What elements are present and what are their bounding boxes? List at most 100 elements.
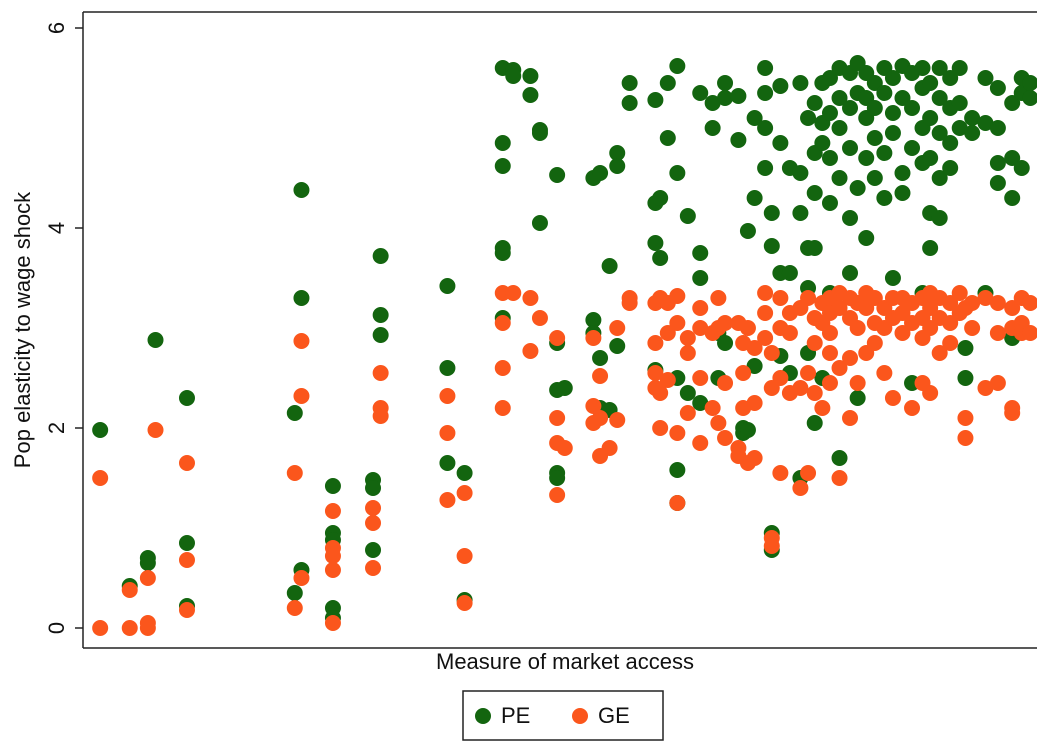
point [746, 450, 763, 466]
point [757, 85, 774, 101]
point [922, 320, 939, 336]
point [372, 365, 389, 381]
point [800, 465, 817, 481]
point [522, 68, 539, 84]
point [609, 412, 626, 428]
point [178, 602, 195, 618]
point [1022, 90, 1037, 106]
point [849, 390, 866, 406]
point [704, 400, 721, 416]
point [647, 235, 664, 251]
point [942, 315, 959, 331]
point [692, 320, 709, 336]
point [365, 480, 382, 496]
point [831, 360, 848, 376]
point [884, 390, 901, 406]
point [922, 385, 939, 401]
point [92, 620, 109, 636]
point [669, 165, 686, 181]
point [849, 180, 866, 196]
point [522, 290, 539, 306]
point [439, 388, 456, 404]
point [692, 370, 709, 386]
point [652, 250, 669, 266]
point [679, 330, 696, 346]
point [293, 290, 310, 306]
point [178, 535, 195, 551]
point [904, 100, 921, 116]
point [647, 335, 664, 351]
point [692, 395, 709, 411]
point [746, 358, 763, 374]
point [821, 195, 838, 211]
point [585, 312, 602, 328]
point [505, 68, 522, 84]
point [556, 440, 573, 456]
point [1013, 160, 1030, 176]
point [739, 320, 756, 336]
point [821, 375, 838, 391]
point [710, 415, 727, 431]
point [1004, 190, 1021, 206]
point [692, 270, 709, 286]
point [814, 400, 831, 416]
point [659, 372, 676, 388]
point [964, 320, 981, 336]
point [147, 422, 164, 438]
point [884, 70, 901, 86]
point [710, 290, 727, 306]
point [669, 425, 686, 441]
point [456, 465, 473, 481]
point [609, 338, 626, 354]
point [763, 345, 780, 361]
legend-box [462, 690, 664, 741]
point [652, 385, 669, 401]
point [746, 395, 763, 411]
point [957, 430, 974, 446]
point [894, 165, 911, 181]
legend-label: PE [501, 703, 530, 728]
point [763, 538, 780, 554]
point [692, 300, 709, 316]
point [922, 240, 939, 256]
point [849, 320, 866, 336]
point [831, 300, 848, 316]
point [679, 345, 696, 361]
point [831, 170, 848, 186]
point [365, 515, 382, 531]
point [989, 295, 1006, 311]
point [757, 330, 774, 346]
point [372, 408, 389, 424]
point [806, 335, 823, 351]
point [964, 295, 981, 311]
point [792, 165, 809, 181]
point [522, 87, 539, 103]
point [679, 385, 696, 401]
point [792, 380, 809, 396]
point [669, 58, 686, 74]
point [1004, 405, 1021, 421]
point [494, 135, 511, 151]
point [800, 110, 817, 126]
point [821, 345, 838, 361]
point [494, 315, 511, 331]
point [821, 105, 838, 121]
point [717, 375, 734, 391]
point [904, 140, 921, 156]
point [821, 150, 838, 166]
point [456, 485, 473, 501]
point [439, 425, 456, 441]
point [679, 405, 696, 421]
point [293, 570, 310, 586]
legend-marker [475, 708, 491, 724]
point [884, 270, 901, 286]
point [831, 470, 848, 486]
point [806, 415, 823, 431]
point [964, 110, 981, 126]
point [286, 405, 303, 421]
point [556, 380, 573, 396]
point [849, 375, 866, 391]
point [717, 75, 734, 91]
y-tick-label: 0 [44, 622, 69, 634]
point [717, 90, 734, 106]
